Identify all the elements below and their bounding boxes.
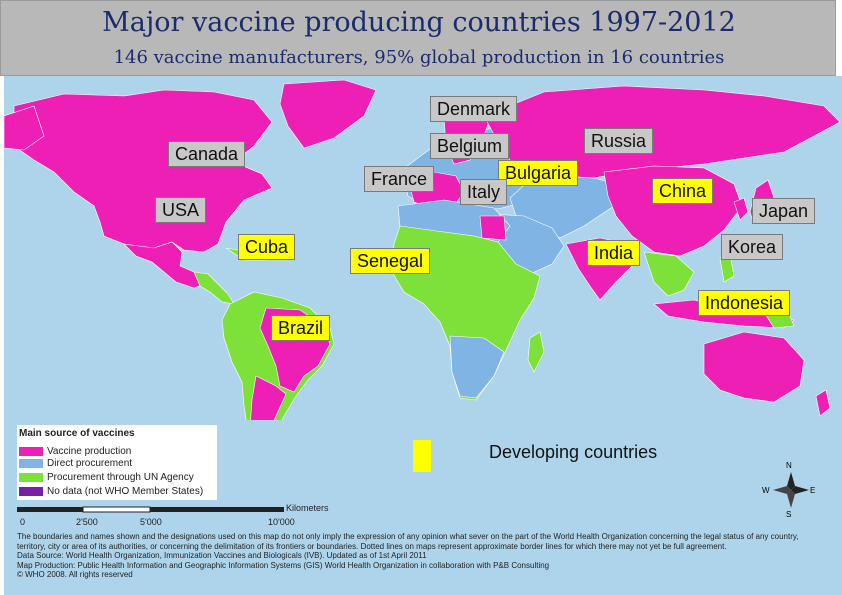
australia-region (703, 331, 805, 403)
alaska-region (4, 105, 45, 151)
legend-swatch (19, 472, 43, 482)
legend-title: Main source of vaccines (19, 428, 135, 439)
compass-e: E (810, 486, 816, 495)
southern-africa-region (449, 335, 505, 399)
disclaimer-copyright: © WHO 2008. All rights reserved (17, 570, 133, 579)
legend-label: Procurement through UN Agency (47, 472, 194, 483)
compass-w: W (762, 486, 770, 495)
korea-region (733, 197, 749, 221)
scale-bar (17, 506, 284, 513)
legend-item-un-procurement: Procurement through UN Agency (19, 472, 194, 483)
legend-label: Vaccine production (47, 446, 132, 457)
north-america-region (13, 89, 273, 255)
disclaimer: The boundaries and names shown and the d… (17, 532, 827, 580)
developing-label: Developing countries (489, 442, 658, 462)
label-italy: Italy (460, 179, 508, 205)
disclaimer-data-source: Data Source: World Health Organization, … (17, 551, 427, 560)
label-belgium: Belgium (430, 133, 510, 159)
scale-tick: 5'000 (140, 517, 162, 527)
disclaimer-map-production: Map Production: Public Health Informatio… (17, 560, 550, 570)
label-china: China (652, 178, 714, 204)
compass-rose (773, 472, 809, 508)
legend-swatch (19, 458, 43, 468)
label-japan: Japan (752, 198, 816, 224)
title-banner: Major vaccine producing countries 1997-2… (0, 0, 836, 76)
greenland-region (279, 79, 377, 149)
world-map (4, 76, 842, 595)
legend-item-direct-procurement: Direct procurement (19, 458, 132, 469)
legend-item-no-data: No data (not WHO Member States) (19, 486, 203, 497)
legend-item-vaccine-production: Vaccine production (19, 446, 131, 457)
legend (17, 425, 217, 500)
scale-tick: 0 (20, 517, 26, 527)
label-denmark: Denmark (430, 96, 518, 122)
label-canada: Canada (168, 141, 246, 167)
label-france: France (364, 166, 435, 192)
legend-swatch (19, 486, 43, 496)
egypt-region (479, 215, 507, 241)
label-indonesia: Indonesia (698, 290, 791, 316)
label-usa: USA (155, 197, 207, 223)
label-india: India (587, 240, 641, 266)
compass-n: N (786, 461, 792, 470)
compass-s: S (786, 510, 792, 519)
new-zealand-region (815, 389, 831, 417)
disclaimer-boundaries: The boundaries and names shown and the d… (17, 532, 799, 551)
map-subtitle: 146 vaccine manufacturers, 95% global pr… (113, 47, 725, 68)
label-bulgaria: Bulgaria (498, 160, 579, 186)
southeast-asia-region (643, 251, 695, 297)
developing-swatch (413, 440, 431, 472)
label-russia: Russia (584, 128, 654, 154)
legend-label: Direct procurement (47, 458, 133, 469)
legend-label: No data (not WHO Member States) (47, 486, 204, 497)
label-brazil: Brazil (271, 315, 331, 341)
map-title: Major vaccine producing countries 1997-2… (102, 7, 736, 38)
label-senegal: Senegal (350, 248, 431, 274)
madagascar-region (527, 331, 545, 373)
scale-unit: Kilometers (286, 503, 329, 513)
legend-swatch (19, 446, 43, 456)
scale-tick: 2'500 (76, 517, 98, 527)
label-korea: Korea (721, 234, 784, 260)
scale-tick: 10'000 (268, 517, 295, 527)
label-cuba: Cuba (238, 234, 296, 260)
